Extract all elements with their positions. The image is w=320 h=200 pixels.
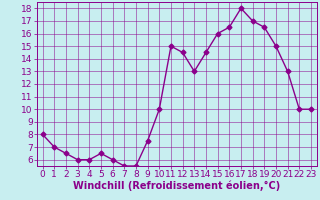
- X-axis label: Windchill (Refroidissement éolien,°C): Windchill (Refroidissement éolien,°C): [73, 181, 280, 191]
